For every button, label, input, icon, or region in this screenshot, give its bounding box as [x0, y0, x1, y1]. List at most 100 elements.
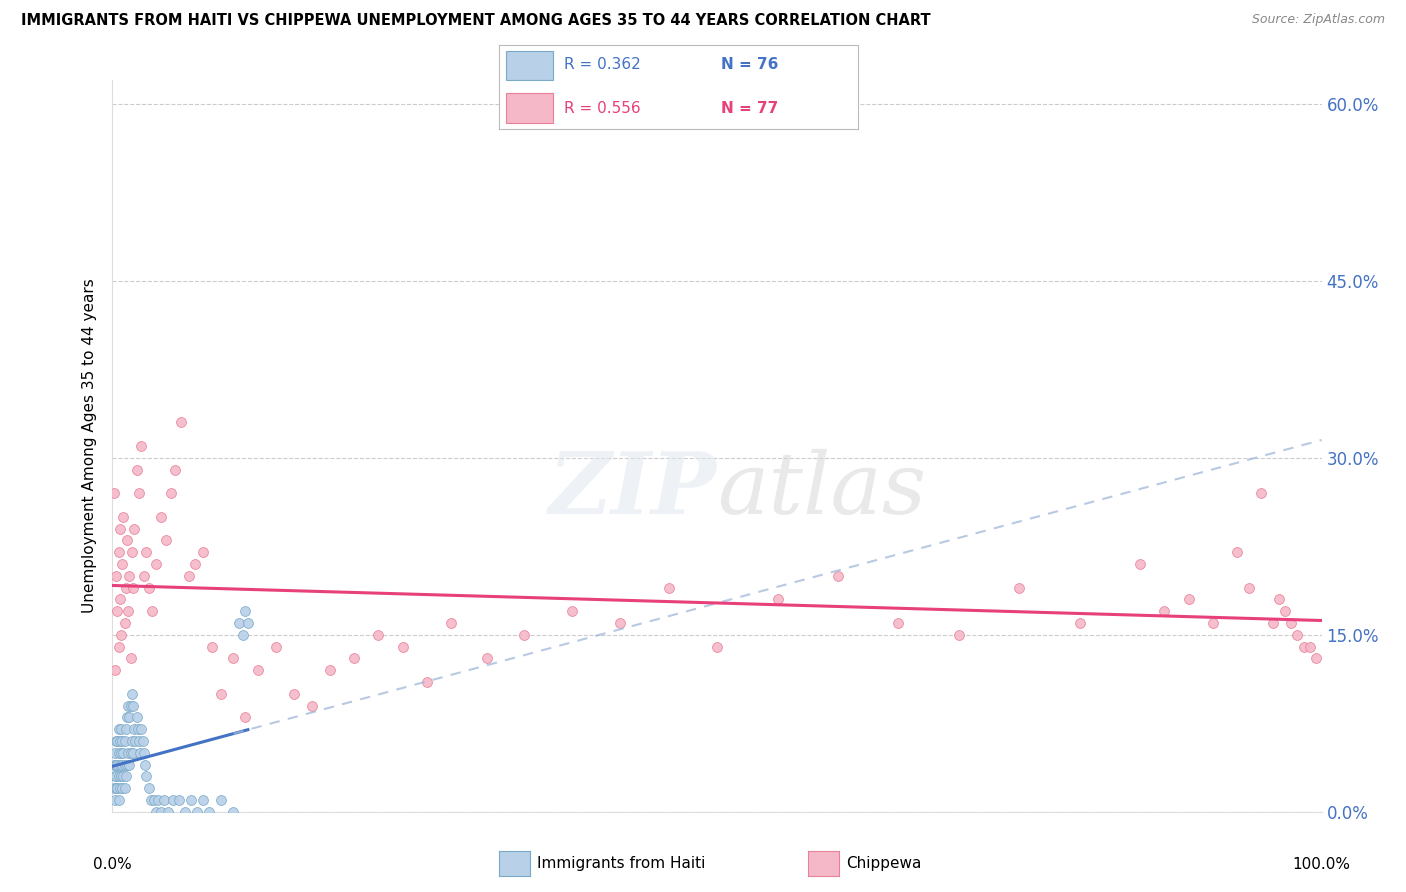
Point — [162, 793, 184, 807]
Point — [104, 769, 127, 783]
Y-axis label: Unemployment Among Ages 35 to 44 years: Unemployment Among Ages 35 to 44 years — [82, 278, 97, 614]
Point — [107, 746, 129, 760]
Text: 100.0%: 100.0% — [1292, 856, 1351, 871]
Point — [1292, 640, 1315, 654]
Point — [111, 557, 134, 571]
Point — [115, 710, 138, 724]
Point — [149, 509, 172, 524]
Point — [887, 615, 910, 630]
Point — [108, 592, 131, 607]
Point — [105, 769, 128, 783]
Point — [124, 734, 146, 748]
Point — [142, 793, 165, 807]
Point — [440, 615, 463, 630]
Point — [129, 746, 152, 760]
Point — [561, 604, 583, 618]
Point — [235, 604, 257, 618]
Point — [222, 651, 245, 665]
Point — [120, 746, 142, 760]
Point — [148, 793, 170, 807]
Point — [128, 734, 150, 748]
Point — [110, 746, 132, 760]
Point — [121, 545, 143, 559]
Point — [105, 757, 128, 772]
Point — [127, 722, 149, 736]
Point — [301, 698, 323, 713]
Point — [111, 781, 134, 796]
Point — [201, 640, 224, 654]
Point — [174, 805, 197, 819]
Point — [228, 615, 250, 630]
Point — [264, 640, 287, 654]
Point — [1177, 592, 1199, 607]
Point — [209, 793, 232, 807]
Point — [131, 439, 153, 453]
Point — [132, 734, 155, 748]
Point — [120, 698, 142, 713]
Point — [135, 769, 157, 783]
Point — [125, 462, 148, 476]
Text: ZIP: ZIP — [550, 448, 717, 532]
Point — [107, 640, 129, 654]
Point — [105, 604, 128, 618]
Point — [1305, 651, 1327, 665]
Point — [235, 710, 257, 724]
Point — [132, 746, 155, 760]
Point — [145, 557, 167, 571]
Point — [115, 757, 138, 772]
Point — [134, 757, 156, 772]
Point — [343, 651, 366, 665]
Point — [122, 746, 145, 760]
Point — [107, 769, 129, 783]
Point — [112, 509, 135, 524]
Point — [236, 615, 259, 630]
Point — [319, 663, 342, 677]
Point — [145, 805, 167, 819]
Point — [1069, 615, 1091, 630]
Point — [1268, 592, 1291, 607]
Point — [232, 628, 254, 642]
Point — [117, 604, 139, 618]
Point — [170, 416, 193, 430]
Point — [138, 581, 160, 595]
Point — [1129, 557, 1152, 571]
Point — [609, 615, 631, 630]
Point — [105, 781, 128, 796]
Point — [1250, 486, 1272, 500]
Point — [117, 698, 139, 713]
Point — [658, 581, 681, 595]
Point — [122, 581, 145, 595]
Point — [114, 734, 136, 748]
Point — [153, 793, 176, 807]
Point — [180, 793, 202, 807]
Point — [283, 687, 305, 701]
Point — [159, 486, 181, 500]
Point — [198, 805, 221, 819]
Point — [103, 486, 125, 500]
Point — [114, 769, 136, 783]
Point — [122, 722, 145, 736]
Point — [112, 746, 135, 760]
Point — [107, 545, 129, 559]
Point — [110, 722, 132, 736]
Text: Chippewa: Chippewa — [846, 856, 922, 871]
Point — [110, 628, 132, 642]
Point — [108, 522, 131, 536]
Point — [105, 568, 128, 582]
Text: IMMIGRANTS FROM HAITI VS CHIPPEWA UNEMPLOYMENT AMONG AGES 35 TO 44 YEARS CORRELA: IMMIGRANTS FROM HAITI VS CHIPPEWA UNEMPL… — [21, 13, 931, 29]
Point — [209, 687, 232, 701]
Point — [141, 604, 163, 618]
Point — [105, 734, 128, 748]
Point — [118, 568, 141, 582]
Point — [114, 581, 136, 595]
Point — [111, 734, 134, 748]
Point — [114, 757, 136, 772]
Point — [104, 793, 127, 807]
Point — [121, 687, 143, 701]
Point — [112, 769, 135, 783]
Text: R = 0.556: R = 0.556 — [564, 101, 640, 116]
Point — [186, 805, 208, 819]
Point — [1226, 545, 1249, 559]
Text: N = 76: N = 76 — [721, 57, 779, 72]
Point — [141, 793, 163, 807]
